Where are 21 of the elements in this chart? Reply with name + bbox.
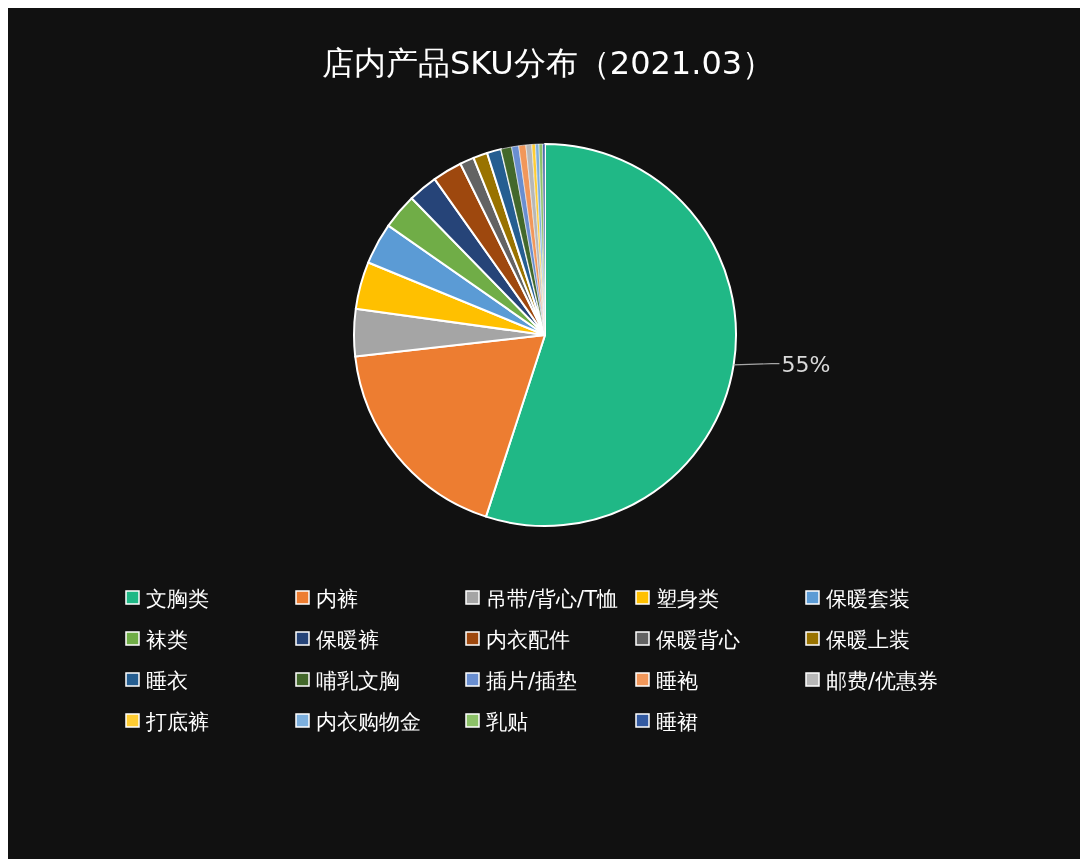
chart-title: 店内产品SKU分布（2021.03） [321, 44, 775, 82]
legend-label: 睡裙 [656, 710, 698, 734]
legend-label: 内衣购物金 [316, 710, 421, 734]
legend-label: 保暖上装 [826, 628, 910, 652]
legend-label: 打底裤 [145, 710, 209, 734]
legend-label: 袜类 [146, 628, 188, 652]
legend-label: 睡袍 [656, 669, 698, 693]
legend-label: 吊带/背心/T恤 [486, 587, 618, 611]
legend-label: 内衣配件 [486, 628, 570, 652]
data-label: 55% [781, 351, 831, 377]
legend-label: 睡衣 [146, 669, 188, 693]
legend-label: 保暖套装 [826, 587, 910, 611]
legend-label: 乳贴 [486, 710, 528, 734]
legend-label: 文胸类 [146, 587, 209, 611]
legend-label: 邮费/优惠券 [826, 669, 939, 693]
legend-label: 保暖裤 [316, 628, 379, 652]
legend-label: 插片/插垫 [486, 669, 578, 693]
legend-label: 哺乳文胸 [316, 669, 400, 693]
legend-label: 塑身类 [656, 587, 719, 611]
legend-label: 保暖背心 [656, 628, 740, 652]
legend-label: 内裤 [316, 587, 358, 611]
